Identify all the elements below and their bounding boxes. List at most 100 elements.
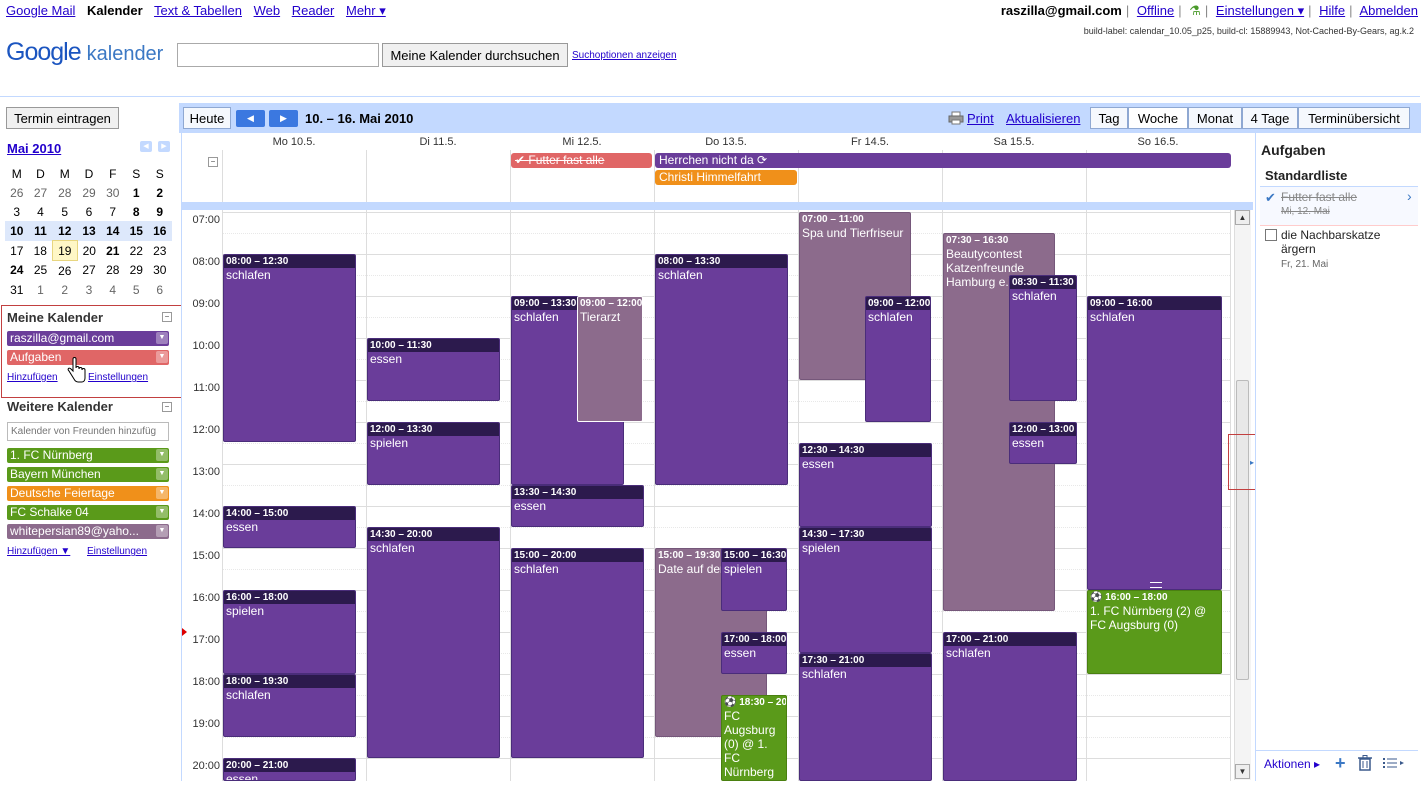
day-header-do[interactable]: Do 13.5.	[705, 136, 747, 148]
mini-day[interactable]: 17	[10, 243, 24, 258]
mini-day[interactable]: 25	[33, 263, 48, 278]
mini-day[interactable]: 11	[28, 221, 53, 241]
calendar-item-bayern[interactable]: Bayern München ▼	[7, 467, 169, 482]
day-header-di[interactable]: Di 11.5.	[419, 136, 457, 148]
create-event-button[interactable]: Termin eintragen	[6, 107, 119, 129]
app-link-docs[interactable]: Text & Tabellen	[154, 3, 242, 18]
mini-day[interactable]: 29	[129, 263, 143, 278]
mini-day[interactable]: 2	[61, 282, 69, 297]
view-tab-week[interactable]: Woche	[1128, 107, 1188, 129]
app-link-calendar[interactable]: Kalender	[87, 3, 143, 18]
chevron-down-icon[interactable]: ▼	[156, 468, 168, 480]
google-calendar-logo[interactable]: Google kalender	[6, 38, 163, 67]
event-fr-schlafen-2[interactable]: 17:30 – 21:00 schlafen	[799, 653, 932, 781]
mini-day[interactable]: 3	[85, 282, 93, 297]
search-options-link[interactable]: Suchoptionen anzeigen	[572, 50, 677, 61]
mini-day[interactable]: 3	[13, 204, 21, 219]
event-fr-spielen[interactable]: 14:30 – 17:30 spielen	[799, 527, 932, 653]
mini-next-icon[interactable]: ▶	[158, 141, 170, 152]
mini-day[interactable]: 16	[148, 221, 172, 241]
collapse-my-calendars-icon[interactable]: −	[162, 312, 172, 322]
event-mi-essen[interactable]: 13:30 – 14:30 essen	[511, 485, 644, 527]
mini-day[interactable]: 7	[109, 204, 117, 219]
resize-handle-icon[interactable]	[1150, 582, 1162, 588]
prev-week-icon[interactable]: ◀	[236, 110, 265, 127]
mini-day[interactable]: 2	[156, 185, 164, 200]
event-mo-spielen[interactable]: 16:00 – 18:00 spielen	[223, 590, 356, 674]
mini-prev-icon[interactable]: ◀	[140, 141, 152, 152]
event-mo-schlafen[interactable]: 08:00 – 12:30 schlafen	[223, 254, 356, 442]
add-other-calendar-link[interactable]: Hinzufügen ▼	[7, 546, 71, 557]
event-mo-essen-2[interactable]: 20:00 – 21:00 essen	[223, 758, 356, 781]
mini-day[interactable]: 5	[61, 204, 69, 219]
offline-link[interactable]: Offline	[1136, 3, 1175, 18]
mini-day[interactable]: 1	[132, 185, 140, 200]
app-link-mail[interactable]: Google Mail	[6, 3, 76, 18]
event-mi-schlafen-2[interactable]: 15:00 – 20:00 schlafen	[511, 548, 644, 758]
calendar-item-feiertage[interactable]: Deutsche Feiertage ▼	[7, 486, 169, 501]
scrollbar-thumb[interactable]	[1236, 380, 1249, 680]
day-header-fr[interactable]: Fr 14.5.	[851, 136, 889, 148]
app-link-more[interactable]: Mehr ▾	[345, 3, 386, 18]
mini-day[interactable]: 13	[77, 221, 101, 241]
mini-day[interactable]: 22	[129, 243, 143, 258]
mini-calendar-title[interactable]: Mai 2010	[7, 141, 62, 156]
mini-day[interactable]: 12	[52, 221, 77, 241]
event-do-spielen[interactable]: 15:00 – 16:30 spielen	[721, 548, 787, 611]
check-icon[interactable]: ✔	[1265, 190, 1276, 205]
grid-scrollbar[interactable]: ▲ ▼	[1234, 210, 1251, 780]
scroll-up-icon[interactable]: ▲	[1235, 210, 1250, 225]
view-tab-agenda[interactable]: Terminübersicht	[1298, 107, 1410, 129]
toggle-tasks-icon[interactable]: ▸	[1250, 458, 1255, 467]
mini-day[interactable]: 20	[82, 243, 96, 258]
chevron-down-icon[interactable]: ▼	[156, 449, 168, 461]
printer-icon[interactable]	[948, 111, 964, 125]
my-calendar-settings-link[interactable]: Einstellungen	[88, 372, 149, 383]
settings-link[interactable]: Einstellungen ▾	[1215, 3, 1305, 18]
trash-icon[interactable]	[1358, 755, 1372, 771]
event-do-schlafen[interactable]: 08:00 – 13:30 schlafen	[655, 254, 788, 485]
chevron-down-icon[interactable]: ▼	[156, 351, 168, 363]
other-calendars-title[interactable]: Weitere Kalender	[7, 399, 113, 414]
list-options-icon[interactable]	[1383, 757, 1407, 769]
mini-day-today[interactable]: 19	[52, 240, 78, 261]
mini-day[interactable]: 4	[109, 282, 117, 297]
allday-event-herrchen[interactable]: Herrchen nicht da ⟳	[655, 153, 1231, 168]
day-header-mo[interactable]: Mo 10.5.	[272, 136, 316, 148]
mini-day[interactable]: 31	[10, 282, 24, 297]
chevron-down-icon[interactable]: ▼	[156, 506, 168, 518]
calendar-item-aufgaben[interactable]: Aufgaben ▼	[7, 350, 169, 365]
event-do-football[interactable]: ⚽ 18:30 – 20:30FC Augsburg (0) @ 1. FC N…	[721, 695, 787, 781]
event-di-schlafen[interactable]: 14:30 – 20:00 schlafen	[367, 527, 500, 758]
next-week-icon[interactable]: ▶	[269, 110, 298, 127]
mini-day[interactable]: 21	[106, 243, 120, 258]
event-mo-schlafen-2[interactable]: 18:00 – 19:30 schlafen	[223, 674, 356, 737]
task-title[interactable]: Futter fast alle	[1281, 190, 1358, 204]
scroll-down-icon[interactable]: ▼	[1235, 764, 1250, 779]
mini-day[interactable]: 18	[33, 243, 47, 258]
mini-day[interactable]: 9	[156, 204, 164, 219]
event-fr-schlafen[interactable]: 09:00 – 12:00 schlafen	[865, 296, 931, 422]
mini-day[interactable]: 6	[156, 282, 164, 297]
view-tab-month[interactable]: Monat	[1188, 107, 1242, 129]
allday-event-holiday[interactable]: Christi Himmelfahrt	[655, 170, 797, 185]
other-calendar-settings-link[interactable]: Einstellungen	[87, 546, 148, 557]
event-so-football[interactable]: ⚽ 16:00 – 18:00 1. FC Nürnberg (2) @ FC A…	[1087, 590, 1222, 674]
mini-day[interactable]: 30	[153, 263, 167, 278]
event-mo-essen[interactable]: 14:00 – 15:00 essen	[223, 506, 356, 548]
task-item[interactable]	[1260, 186, 1418, 226]
mini-day[interactable]: 6	[85, 204, 93, 219]
event-so-schlafen[interactable]: 09:00 – 16:00 schlafen	[1087, 296, 1222, 590]
collapse-other-calendars-icon[interactable]: −	[162, 402, 172, 412]
search-button[interactable]: Meine Kalender durchsuchen	[382, 43, 568, 67]
event-di-spielen[interactable]: 12:00 – 13:30 spielen	[367, 422, 500, 485]
mini-day[interactable]: 15	[124, 221, 148, 241]
mini-day[interactable]: 24	[10, 263, 24, 278]
app-link-reader[interactable]: Reader	[291, 3, 335, 18]
mini-day[interactable]: 29	[82, 185, 96, 200]
mini-day[interactable]: 23	[153, 243, 167, 258]
calendar-item-schalke[interactable]: FC Schalke 04 ▼	[7, 505, 169, 520]
labs-icon[interactable]: ⚗	[1189, 3, 1201, 18]
mini-day[interactable]: 14	[101, 221, 125, 241]
tasks-list-name[interactable]: Standardliste	[1265, 168, 1348, 183]
